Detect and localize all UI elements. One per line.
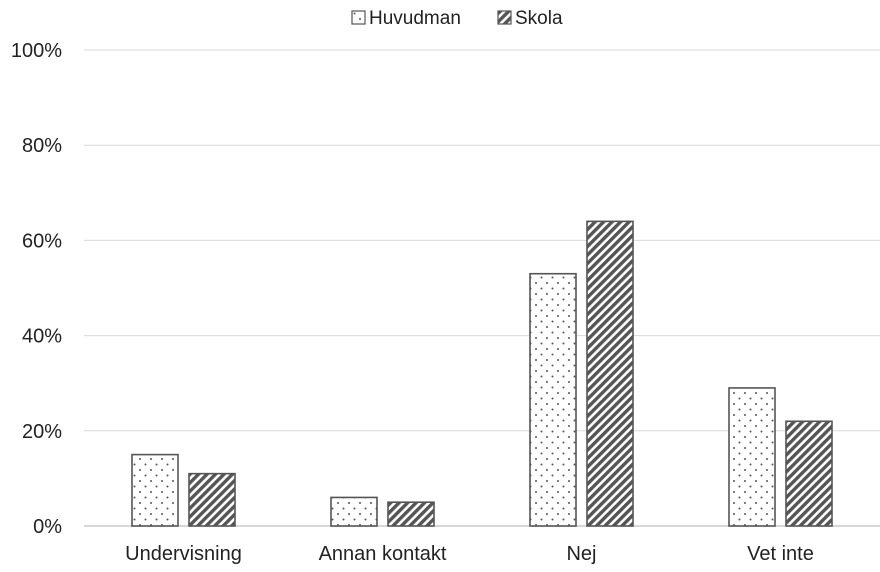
bar-skola-3 [785, 420, 833, 527]
legend-swatch-skola [497, 10, 512, 25]
legend: Huvudman Skola [351, 8, 563, 29]
x-category-label: Annan kontakt [319, 543, 447, 565]
bar-huvudman-1 [330, 496, 378, 527]
y-tick-label: 60% [22, 230, 62, 252]
x-category-label: Nej [566, 543, 596, 565]
bar-skola-2 [586, 220, 634, 527]
bar-huvudman-0 [131, 453, 179, 527]
x-axis-categories: Undervisning Annan kontakt Nej Vet inte [125, 543, 814, 565]
legend-label-huvudman: Huvudman [369, 8, 461, 29]
bars [131, 220, 833, 527]
bar-skola-1 [387, 501, 435, 527]
legend-label-skola: Skola [515, 8, 563, 29]
bar-huvudman-2 [529, 272, 577, 527]
y-axis-ticks: 0% 20% 40% 60% 80% 100% [11, 40, 62, 538]
y-tick-label: 20% [22, 421, 62, 443]
x-category-label: Undervisning [125, 543, 242, 565]
y-tick-label: 100% [11, 40, 62, 62]
x-category-label: Vet inte [747, 543, 814, 565]
bar-huvudman-3 [728, 387, 776, 527]
y-tick-label: 40% [22, 326, 62, 348]
y-tick-label: 0% [33, 516, 62, 538]
bar-skola-0 [188, 472, 236, 527]
y-tick-label: 80% [22, 135, 62, 157]
legend-swatch-huvudman [351, 10, 366, 25]
